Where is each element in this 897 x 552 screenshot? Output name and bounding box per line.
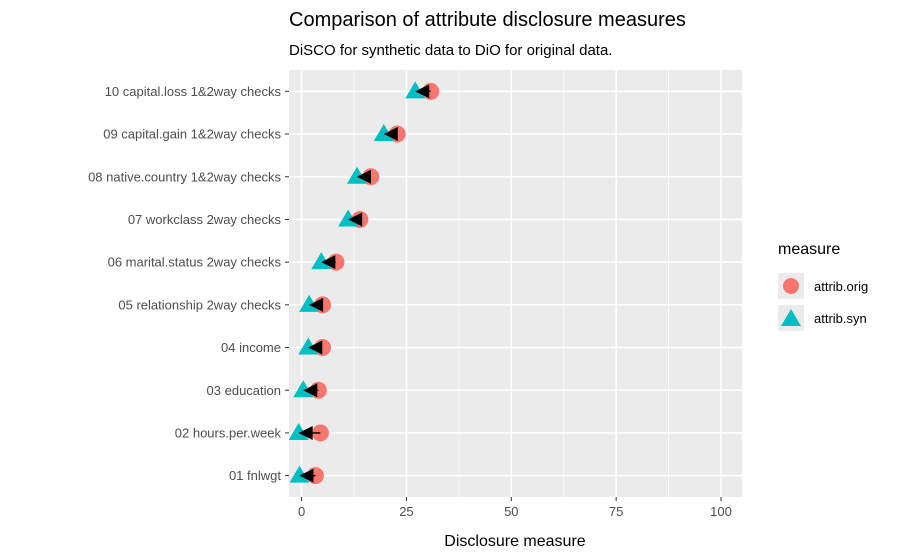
axis-ticks: 0 25 50 75 100 01 fnlwgt 02 hours.per.week 03 e…: [88, 84, 732, 519]
point-attrib-syn: [298, 337, 319, 355]
x-axis-label: Disclosure measure: [444, 533, 585, 550]
point-attrib-syn: [373, 124, 394, 142]
legend-title: measure: [778, 241, 840, 258]
x-tick-label: 50: [504, 504, 518, 519]
y-tick-label: 02 hours.per.week: [175, 425, 282, 440]
point-attrib-syn: [288, 422, 309, 440]
arrow-head: [309, 297, 324, 312]
data-marks: [288, 81, 440, 485]
legend-circle-marker: [783, 278, 799, 294]
x-tick-label: 75: [609, 504, 623, 519]
gridlines: [289, 70, 742, 497]
legend-triangle-marker: [781, 309, 801, 326]
point-attrib-syn: [289, 465, 310, 483]
y-tick-label: 10 capital.loss 1&2way checks: [105, 84, 282, 99]
point-attrib-syn: [405, 81, 426, 99]
x-tick-label: 0: [298, 504, 305, 519]
point-attrib-syn: [311, 252, 332, 270]
legend: measure attrib.orig attrib.syn: [778, 241, 868, 331]
point-attrib-syn: [293, 380, 314, 398]
point-attrib-syn: [299, 294, 320, 312]
y-tick-label: 01 fnlwgt: [229, 468, 281, 483]
arrow-head: [383, 127, 398, 142]
point-attrib-syn: [346, 166, 367, 184]
y-tick-label: 03 education: [207, 383, 281, 398]
point-attrib-syn: [338, 209, 359, 227]
arrow-head: [298, 425, 313, 440]
y-tick-label: 09 capital.gain 1&2way checks: [103, 127, 281, 142]
arrow-head: [308, 340, 323, 355]
legend-label-syn: attrib.syn: [814, 311, 867, 326]
y-tick-label: 08 native.country 1&2way checks: [88, 169, 281, 184]
y-tick-label: 05 relationship 2way checks: [118, 297, 281, 312]
arrow-head: [356, 169, 371, 184]
arrow-head: [303, 383, 318, 398]
chart-subtitle: DiSCO for synthetic data to DiO for orig…: [289, 42, 612, 59]
y-tick-label: 06 marital.status 2way checks: [108, 255, 282, 270]
plot-panel: [289, 70, 742, 497]
x-tick-label: 100: [710, 504, 732, 519]
arrow-head: [321, 255, 336, 270]
y-tick-label: 07 workclass 2way checks: [128, 212, 282, 227]
chart-title: Comparison of attribute disclosure measu…: [289, 9, 686, 31]
arrow-head: [348, 212, 363, 227]
y-tick-label: 04 income: [221, 340, 281, 355]
legend-label-orig: attrib.orig: [814, 279, 868, 294]
arrow-head: [299, 468, 314, 483]
arrow-head: [415, 84, 430, 99]
x-tick-label: 25: [399, 504, 413, 519]
